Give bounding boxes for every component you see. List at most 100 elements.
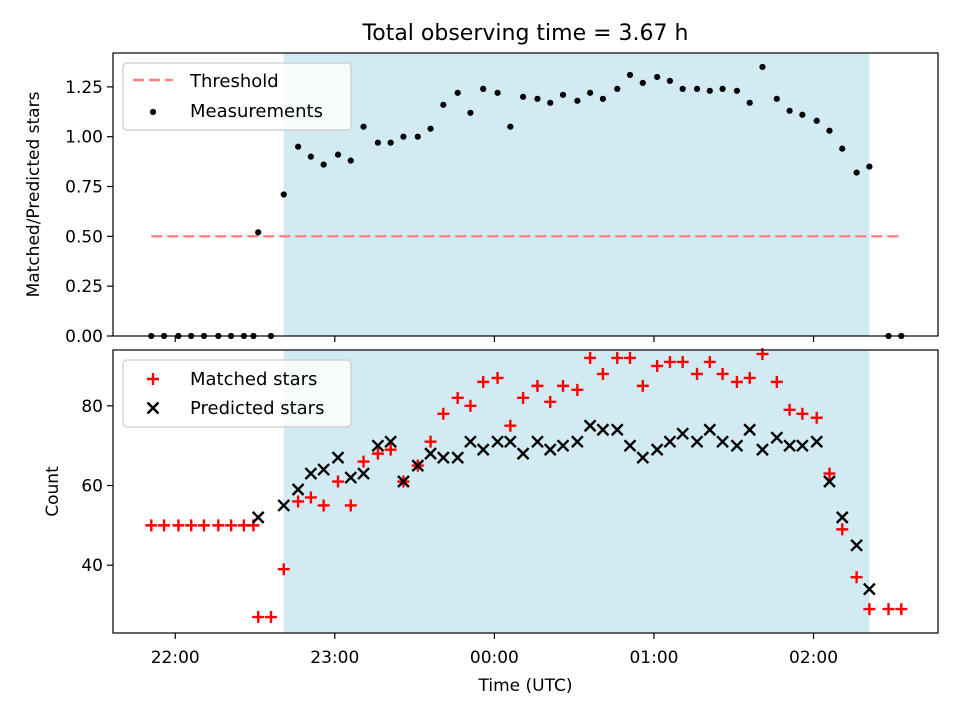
- measurement-point: [853, 169, 860, 176]
- y-tick-label: 40: [81, 556, 103, 576]
- predicted-star-point: [464, 435, 477, 449]
- predicted-star-point: [317, 463, 330, 476]
- matched-star-point: [451, 391, 464, 404]
- predicted-star-point: [770, 431, 784, 445]
- matched-star-point: [770, 375, 783, 388]
- matched-star-point: [571, 383, 584, 396]
- predicted-star-point: [583, 419, 597, 433]
- measurement-point: [467, 109, 474, 116]
- matched-star-point: [212, 519, 225, 532]
- x-tick-label: 02:00: [789, 648, 838, 668]
- predicted-star-point: [783, 439, 796, 453]
- matched-star-point: [823, 467, 836, 480]
- measurement-point: [347, 157, 354, 164]
- legend-predicted-label: Predicted stars: [190, 398, 324, 419]
- matched-star-point: [384, 443, 397, 456]
- measurement-point: [440, 101, 447, 108]
- matched-star-point: [464, 399, 477, 412]
- matched-star-point: [596, 367, 609, 380]
- predicted-star-point: [491, 435, 504, 449]
- matched-star-point: [504, 419, 517, 432]
- y-tick-label: 1.25: [65, 78, 103, 98]
- top-chart-title: Total observing time = 3.67 h: [362, 21, 689, 46]
- predicted-star-point: [277, 499, 291, 512]
- bottom-panel: 40 60 80 22:00 23:00 00:00 01:00 02:00 Count T…: [43, 347, 939, 696]
- measurement-point: [360, 123, 367, 130]
- matched-star-point: [491, 371, 504, 384]
- predicted-star-point: [543, 443, 557, 456]
- matched-star-point: [810, 411, 823, 424]
- predicted-star-point: [304, 467, 318, 480]
- measurement-point: [387, 139, 394, 146]
- legend-measurement-swatch: [149, 108, 157, 116]
- observing-window-span: [283, 53, 870, 336]
- predicted-star-point: [291, 483, 305, 496]
- measurement-point: [587, 89, 594, 96]
- matched-star-point: [185, 519, 198, 532]
- measurement-point: [733, 87, 741, 94]
- predicted-star-point: [756, 443, 769, 456]
- predicted-star-point: [690, 435, 704, 449]
- matched-star-point: [730, 375, 743, 388]
- matched-star-point: [703, 355, 716, 368]
- legend-frame: [122, 62, 352, 131]
- measurement-point: [826, 127, 833, 134]
- measurement-point: [706, 87, 713, 94]
- matched-star-point: [317, 499, 330, 512]
- predicted-star-point: [716, 435, 729, 449]
- measurement-point: [320, 161, 327, 168]
- predicted-star-point: [850, 538, 863, 552]
- legend-predicted-swatch: [146, 401, 160, 415]
- predicted-star-point: [384, 435, 398, 449]
- measurement-point: [866, 163, 873, 170]
- predicted-star-point: [796, 439, 809, 453]
- measurement-point: [534, 95, 541, 102]
- predicted-star-point: [663, 435, 677, 449]
- matched-star-point: [357, 455, 370, 468]
- y-tick-label: 0.75: [65, 178, 103, 198]
- measurement-point: [786, 107, 793, 114]
- measurement-point: [295, 143, 302, 150]
- measurement-point: [574, 97, 581, 104]
- matched-star-point: [371, 447, 384, 460]
- predicted-star-point: [610, 423, 624, 437]
- measurement-point: [255, 229, 262, 236]
- measurement-point: [599, 95, 606, 102]
- measurement-point: [626, 71, 634, 79]
- measurement-point: [427, 125, 434, 132]
- matched-star-point: [836, 523, 849, 536]
- top-y-axis-label: Matched/Predicted stars: [24, 91, 44, 297]
- measurement-point: [614, 85, 621, 92]
- predicted-star-point: [571, 435, 584, 449]
- measurement-point: [547, 99, 554, 106]
- predicted-star-point: [251, 511, 265, 524]
- matched-star-point: [882, 603, 895, 616]
- measurement-point: [494, 89, 501, 96]
- matched-star-point: [252, 611, 265, 624]
- measurement-point: [414, 133, 421, 140]
- predicted-star-point: [823, 475, 836, 488]
- matched-star-point: [344, 499, 357, 512]
- matched-star-point: [557, 379, 569, 392]
- matched-star-point: [716, 367, 729, 380]
- predicted-star-point: [436, 451, 450, 464]
- measurement-point: [507, 123, 514, 130]
- matched-star-point: [158, 519, 171, 532]
- predicted-star-point: [863, 582, 876, 596]
- matched-star-point: [624, 351, 637, 364]
- legend-measurement-label: Measurements: [190, 101, 323, 122]
- predicted-star-point: [371, 439, 385, 453]
- x-tick-label: 00:00: [470, 648, 519, 668]
- predicted-star-point: [516, 447, 530, 460]
- predicted-star-point: [503, 435, 517, 449]
- matched-star-point: [796, 407, 809, 420]
- measurement-point: [773, 95, 780, 102]
- matched-star-point: [676, 355, 689, 368]
- matched-star-point: [544, 395, 557, 408]
- matched-star-point: [863, 603, 876, 616]
- predicted-star-point: [623, 439, 637, 453]
- matched-star-point: [517, 391, 530, 404]
- predicted-star-point: [331, 451, 345, 464]
- y-tick-label: 1.00: [65, 128, 103, 148]
- predicted-star-point: [810, 435, 824, 449]
